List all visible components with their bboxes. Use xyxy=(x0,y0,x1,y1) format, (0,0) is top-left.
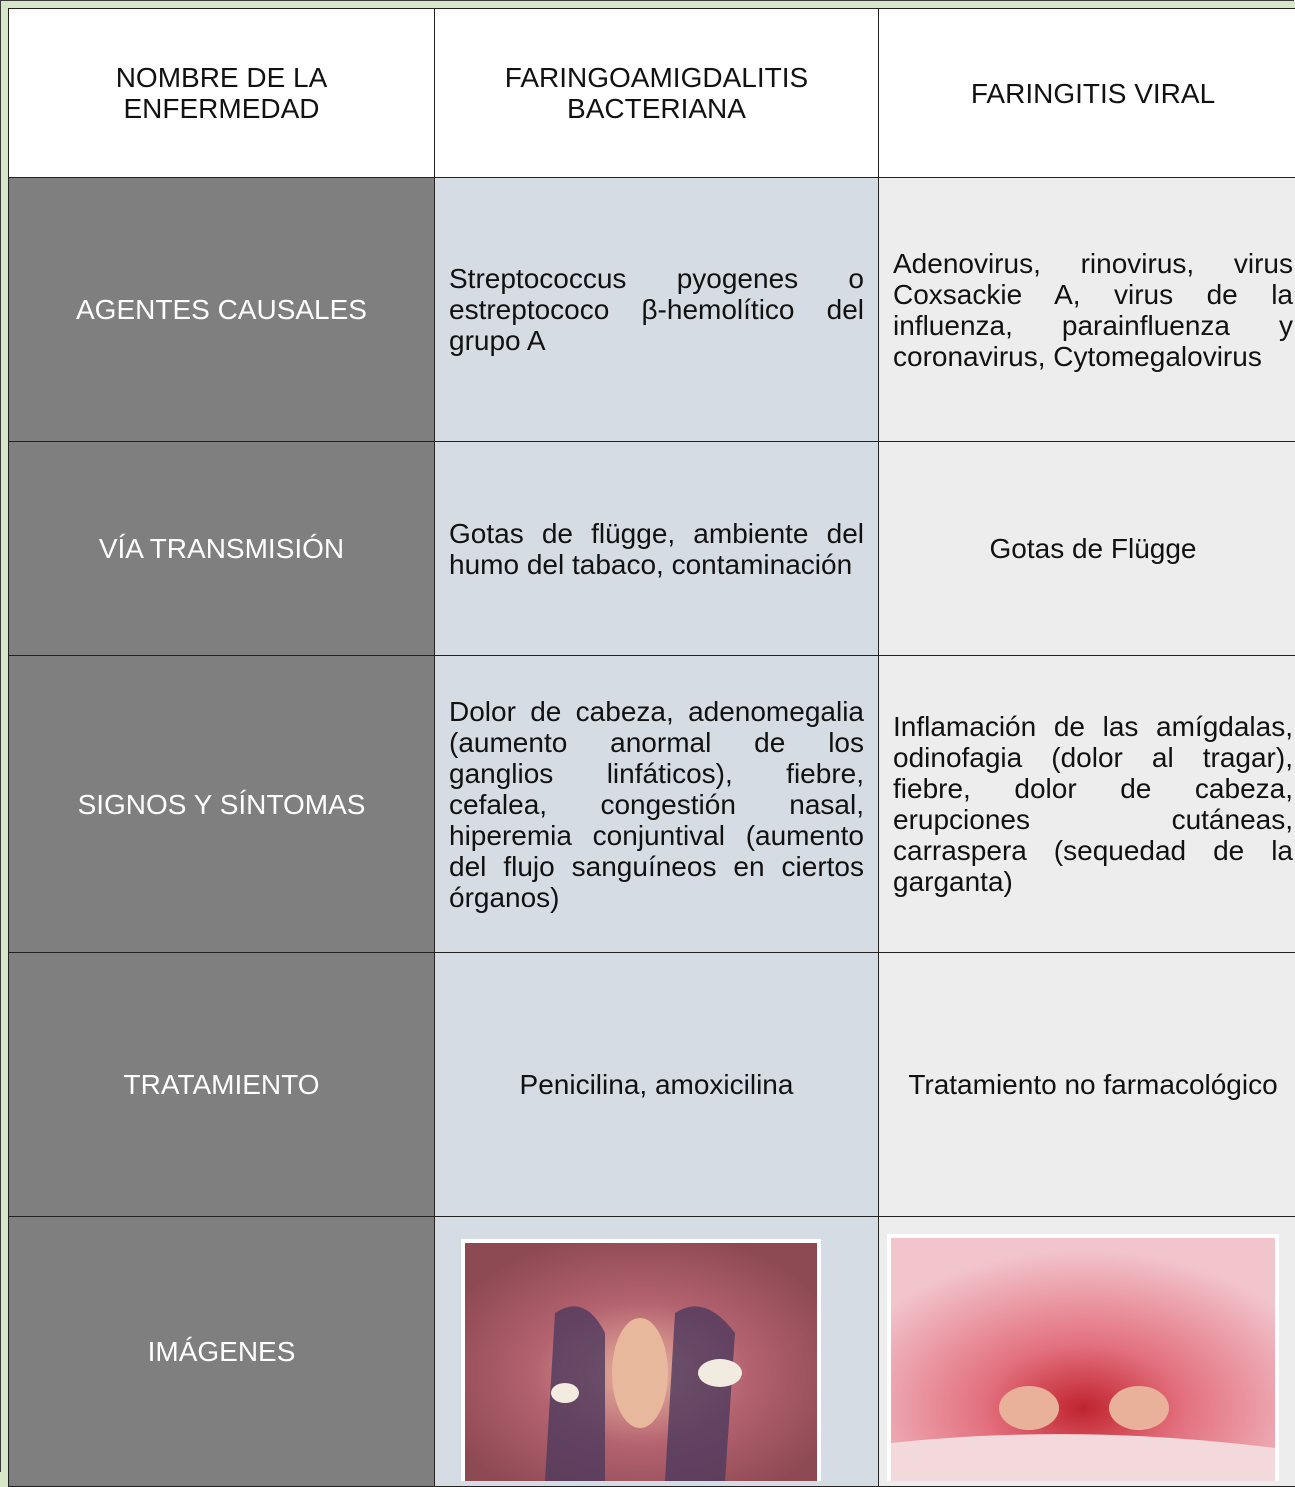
cell: Penicilina, amoxicilina xyxy=(435,953,879,1217)
table-row: TRATAMIENTO Penicilina, amoxicilina Trat… xyxy=(9,953,1295,1217)
cell: Gotas de flügge, ambiente del humo del t… xyxy=(435,442,879,656)
cell: Dolor de cabeza, adenomegalia (aumento a… xyxy=(435,656,879,953)
image-cell xyxy=(879,1217,1295,1487)
row-label: TRATAMIENTO xyxy=(9,953,435,1217)
cell: Inflamación de las amígdalas, odinofagia… xyxy=(879,656,1295,953)
table-row: SIGNOS Y SÍNTOMAS Dolor de cabeza, adeno… xyxy=(9,656,1295,953)
row-label: AGENTES CAUSALES xyxy=(9,178,435,442)
image-cell xyxy=(435,1217,879,1487)
cell: Tratamiento no farmacológico xyxy=(879,953,1295,1217)
throat-image-bacterial xyxy=(435,1223,878,1481)
header-row: NOMBRE DE LA ENFERMEDAD FARINGOAMIGDALIT… xyxy=(9,9,1295,178)
table-row: AGENTES CAUSALES Streptococcus pyogenes … xyxy=(9,178,1295,442)
throat-image-viral xyxy=(879,1223,1295,1481)
cell: Adenovirus, rinovirus, virus Coxsackie A… xyxy=(879,178,1295,442)
header-cell: FARINGITIS VIRAL xyxy=(879,9,1295,178)
comparison-table: NOMBRE DE LA ENFERMEDAD FARINGOAMIGDALIT… xyxy=(8,8,1295,1487)
header-cell: NOMBRE DE LA ENFERMEDAD xyxy=(9,9,435,178)
header-cell: FARINGOAMIGDALITIS BACTERIANA xyxy=(435,9,879,178)
row-label: SIGNOS Y SÍNTOMAS xyxy=(9,656,435,953)
cell: Streptococcus pyogenes o estreptococo β-… xyxy=(435,178,879,442)
cell: Gotas de Flügge xyxy=(879,442,1295,656)
row-label: VÍA TRANSMISIÓN xyxy=(9,442,435,656)
table-row: IMÁGENES xyxy=(9,1217,1295,1487)
table-row: VÍA TRANSMISIÓN Gotas de flügge, ambient… xyxy=(9,442,1295,656)
row-label: IMÁGENES xyxy=(9,1217,435,1487)
